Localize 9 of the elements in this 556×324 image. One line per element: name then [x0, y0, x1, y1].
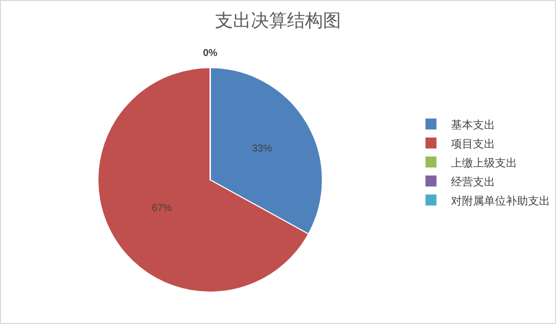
chart-title: 支出决算结构图	[215, 10, 341, 32]
legend-label: 上缴上级支出	[450, 156, 517, 170]
legend-label: 基本支出	[450, 118, 495, 132]
legend-label: 项目支出	[450, 137, 495, 150]
data-label: 67%	[152, 202, 172, 214]
legend-label: 经营支出	[450, 175, 495, 188]
text: 0%	[203, 48, 218, 59]
legend-label: 对附属单位补助支出	[450, 194, 550, 208]
data-label: 33%	[252, 144, 272, 155]
